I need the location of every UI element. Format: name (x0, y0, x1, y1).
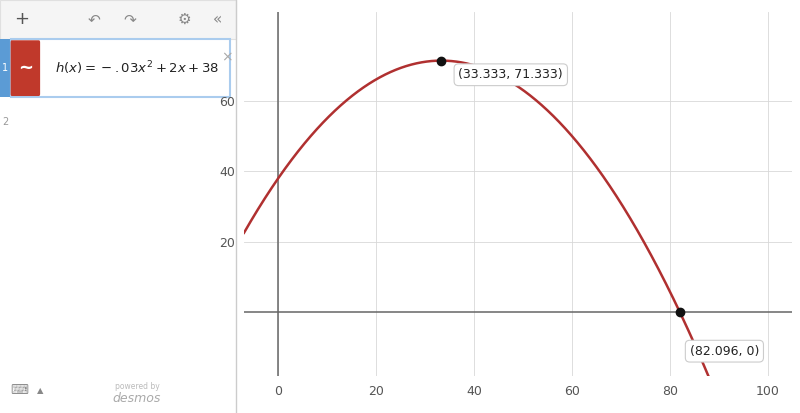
Text: ▲: ▲ (37, 386, 43, 395)
FancyBboxPatch shape (0, 39, 10, 97)
FancyBboxPatch shape (10, 39, 230, 97)
Text: +: + (14, 10, 29, 28)
FancyBboxPatch shape (10, 40, 40, 96)
Text: ↷: ↷ (123, 12, 136, 27)
Text: 1: 1 (2, 63, 8, 73)
FancyBboxPatch shape (0, 0, 236, 39)
Text: powered by: powered by (114, 382, 159, 391)
Text: ×: × (221, 51, 232, 65)
Text: 2: 2 (2, 117, 8, 127)
Text: ↶: ↶ (88, 12, 101, 27)
Text: ⌨: ⌨ (10, 384, 28, 397)
Text: (82.096, 0): (82.096, 0) (690, 345, 759, 358)
Text: ~: ~ (18, 59, 33, 77)
Text: ⚙: ⚙ (178, 12, 191, 27)
Text: $h(x) = -.03x^2 + 2x + 38$: $h(x) = -.03x^2 + 2x + 38$ (55, 59, 219, 77)
Text: «: « (213, 12, 222, 27)
Text: (33.333, 71.333): (33.333, 71.333) (458, 68, 563, 81)
Text: desmos: desmos (113, 392, 161, 405)
